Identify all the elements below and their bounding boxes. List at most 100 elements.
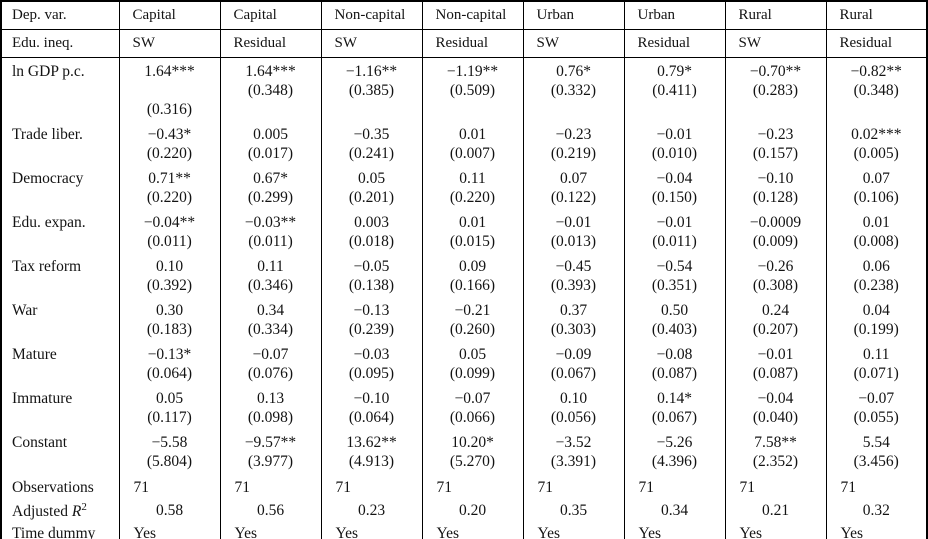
coefficient-value: −0.26: [757, 258, 794, 275]
value-cell: 0.76* (0.332): [522, 57, 624, 125]
standard-error: (0.087): [752, 365, 799, 382]
value-cell: 0.10 (0.056): [522, 389, 624, 433]
value-cell: −0.21 (0.260): [421, 301, 523, 345]
column-header-cell: Residual: [623, 29, 725, 58]
coefficient-value: 0.24: [761, 302, 790, 319]
coefficient-value: 0.005: [253, 126, 288, 143]
value-cell: 0.10 (0.392): [118, 257, 220, 301]
row-label-cell: Trade liber.: [1, 125, 119, 169]
standard-error: (0.220): [146, 189, 193, 206]
value-cell: −0.09 (0.067): [522, 345, 624, 389]
value-cell: 0.14* (0.067): [623, 389, 725, 433]
coefficient-value: 0.67*: [253, 170, 288, 187]
standard-error: (0.260): [449, 321, 496, 338]
row-label-cell: War: [1, 301, 119, 345]
standard-error: (0.064): [146, 365, 193, 382]
row-label-cell: Mature: [1, 345, 119, 389]
coefficient-value: −0.08: [656, 346, 693, 363]
stat-value-cell: Yes: [825, 523, 927, 539]
value-cell: 0.67* (0.299): [219, 169, 321, 213]
coefficient-value: −0.07: [252, 346, 289, 363]
standard-error: (0.220): [146, 145, 193, 162]
coefficient-value: −0.01: [656, 126, 693, 143]
value-cell: −5.26 (4.396): [623, 433, 725, 477]
coefficient-value: −1.16**: [345, 63, 398, 80]
coefficient-value: −0.03: [353, 346, 390, 363]
table-row: Immature 0.05 (0.117) 0.13 (0.098) −0.10 (0.06…: [1, 389, 927, 433]
row-label: Observations: [12, 478, 94, 496]
coefficient-value: 0.01: [458, 126, 487, 143]
standard-error: (0.071): [853, 365, 899, 382]
coefficient-value: 7.58**: [754, 434, 797, 451]
coefficient-value: 0.11: [862, 346, 890, 363]
standard-error: [423, 100, 523, 119]
row-label: Democracy: [12, 170, 84, 187]
value-cell: 0.05 (0.201): [320, 169, 422, 213]
coefficient-value: −1.19**: [446, 63, 499, 80]
column-header-cell: Rural: [825, 1, 927, 30]
row-label-cell: ln GDP p.c.: [1, 58, 119, 126]
coefficient-value: −0.07: [454, 390, 491, 407]
stat-value-cell: Yes: [320, 523, 422, 539]
standard-error: (0.351): [651, 277, 698, 294]
standard-error: (5.804): [146, 453, 193, 470]
row-label-cell: Edu. expan.: [1, 213, 119, 257]
standard-error: (0.392): [146, 277, 193, 294]
standard-error: (0.283): [752, 82, 799, 99]
coefficient-value: −0.01: [757, 346, 794, 363]
row-label: Edu. expan.: [12, 214, 86, 231]
value-cell: −0.07 (0.055): [825, 389, 927, 433]
value-cell: 0.11 (0.220): [421, 169, 523, 213]
stat-value-cell: Yes: [421, 523, 523, 539]
column-header-cell: SW: [118, 29, 220, 58]
value-cell: −0.01 (0.011): [623, 213, 725, 257]
value-cell: 0.79* (0.411): [623, 57, 725, 125]
value-cell: −3.52 (3.391): [522, 433, 624, 477]
value-cell: 0.37 (0.303): [522, 301, 624, 345]
row-label: Time dummy: [12, 524, 96, 539]
row-label-cell: Tax reform: [1, 257, 119, 301]
column-header-cell: Capital: [118, 1, 220, 30]
standard-error: (0.011): [248, 233, 293, 250]
value-cell: 0.01 (0.007): [421, 125, 523, 169]
standard-error: (0.150): [651, 189, 698, 206]
coefficient-value: −0.21: [454, 302, 491, 319]
row-label: War: [12, 302, 38, 319]
coefficient-value: 1.64***: [144, 63, 195, 80]
table-row: Trade liber. −0.43* (0.220) 0.005 (0.017) −0.…: [1, 125, 927, 169]
table-row: Democracy 0.71** (0.220) 0.67* (0.299) 0.05 (0…: [1, 169, 927, 213]
value-cell: 0.01 (0.015): [421, 213, 523, 257]
standard-error: (0.015): [449, 233, 496, 250]
standard-error: (0.316): [146, 101, 193, 118]
coefficient-value: −0.23: [555, 126, 592, 143]
coefficient-value: 0.05: [357, 170, 386, 187]
standard-error: (0.509): [449, 82, 496, 99]
standard-error: (4.396): [651, 453, 698, 470]
row-label: Mature: [12, 346, 57, 363]
standard-error: (0.098): [247, 409, 294, 426]
value-cell: −0.03 (0.095): [320, 345, 422, 389]
standard-error: (0.007): [449, 145, 496, 162]
coefficient-value: 1.64***: [245, 63, 296, 80]
standard-error: (0.017): [247, 145, 294, 162]
value-cell: 0.07 (0.106): [825, 169, 927, 213]
coefficient-value: 10.20*: [451, 434, 494, 451]
coefficient-value: −0.13*: [147, 346, 192, 363]
standard-error: (0.122): [550, 189, 597, 206]
coefficient-value: −0.35: [353, 126, 390, 143]
coefficient-value: 0.04: [862, 302, 890, 319]
header-row: Dep. var. Capital Capital Non-capital Non-ca…: [1, 1, 927, 30]
standard-error: (0.334): [247, 321, 294, 338]
value-cell: 0.71** (0.220): [118, 169, 220, 213]
table-row: Adjusted R2 0.58 0.56 0.23 0.20 0.35 0.34 0.21 0…: [1, 500, 927, 523]
coefficient-value: −0.01: [656, 214, 693, 231]
standard-error: (0.308): [752, 277, 799, 294]
row-label: ln GDP p.c.: [12, 63, 85, 80]
standard-error: (0.040): [752, 409, 799, 426]
standard-error: (0.018): [348, 233, 395, 250]
value-cell: 0.13 (0.098): [219, 389, 321, 433]
stat-value-cell: Yes: [724, 523, 826, 539]
coefficient-value: 0.34: [256, 302, 285, 319]
